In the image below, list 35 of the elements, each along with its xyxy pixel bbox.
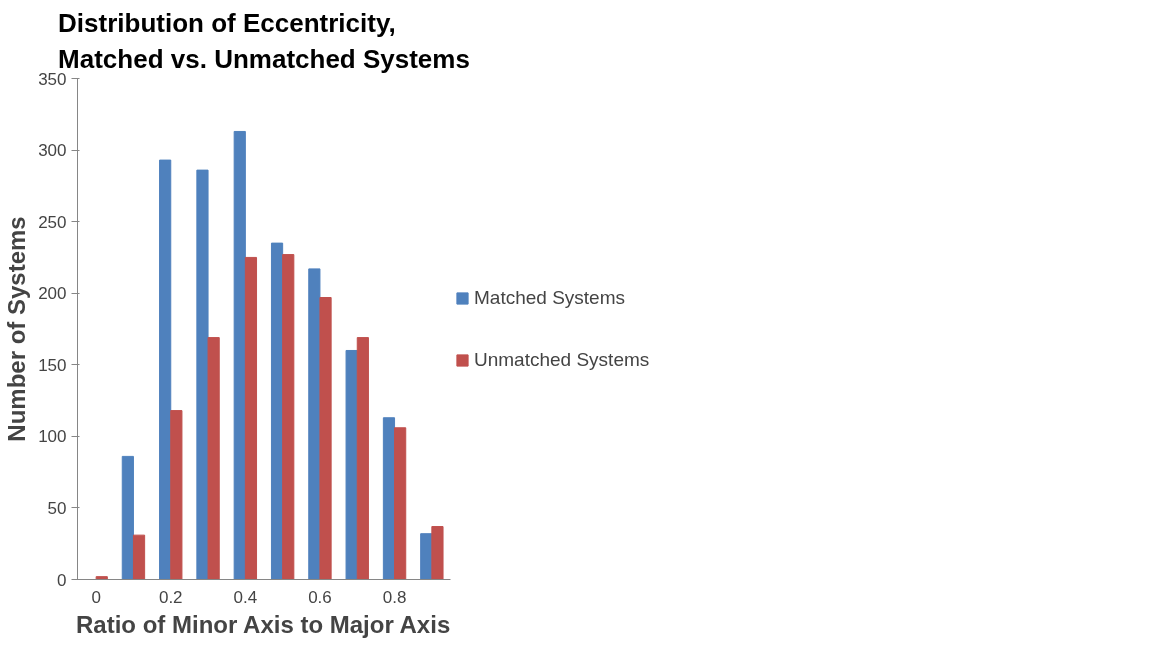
bar [356, 337, 369, 580]
y-axis-title: Number of Systems [3, 216, 31, 442]
y-tick-label: 50 [47, 498, 67, 518]
bar [308, 268, 321, 580]
bar [233, 130, 246, 580]
y-tick-label: 300 [38, 141, 67, 161]
bar [196, 169, 209, 580]
bar [382, 417, 396, 580]
bar [431, 526, 444, 580]
x-tick-label: 0.8 [382, 587, 407, 607]
y-tick-label: 0 [57, 570, 67, 590]
bar [319, 297, 332, 580]
y-tick-label: 150 [38, 355, 67, 375]
x-tick-label: 0.2 [158, 587, 183, 607]
x-tick-label: 0.6 [308, 587, 332, 607]
bar [159, 159, 172, 580]
bar [95, 576, 108, 580]
bar [420, 533, 433, 580]
bar [270, 242, 284, 580]
bar [345, 349, 358, 580]
bar [244, 256, 258, 580]
bar [207, 337, 220, 580]
y-tick-label: 100 [38, 427, 67, 447]
y-tick-label: 200 [38, 284, 67, 304]
x-tick-label: 0 [91, 587, 101, 607]
legend-label: Matched Systems [474, 286, 625, 309]
y-tick-label: 250 [38, 212, 67, 232]
x-axis-title: Ratio of Minor Axis to Major Axis [75, 610, 451, 638]
bar [282, 254, 295, 580]
bar [394, 427, 407, 580]
bar [132, 534, 146, 580]
legend-label: Unmatched Systems [474, 348, 650, 371]
bar [170, 410, 183, 580]
x-tick-label: 0.4 [233, 587, 258, 607]
bar [121, 455, 134, 580]
